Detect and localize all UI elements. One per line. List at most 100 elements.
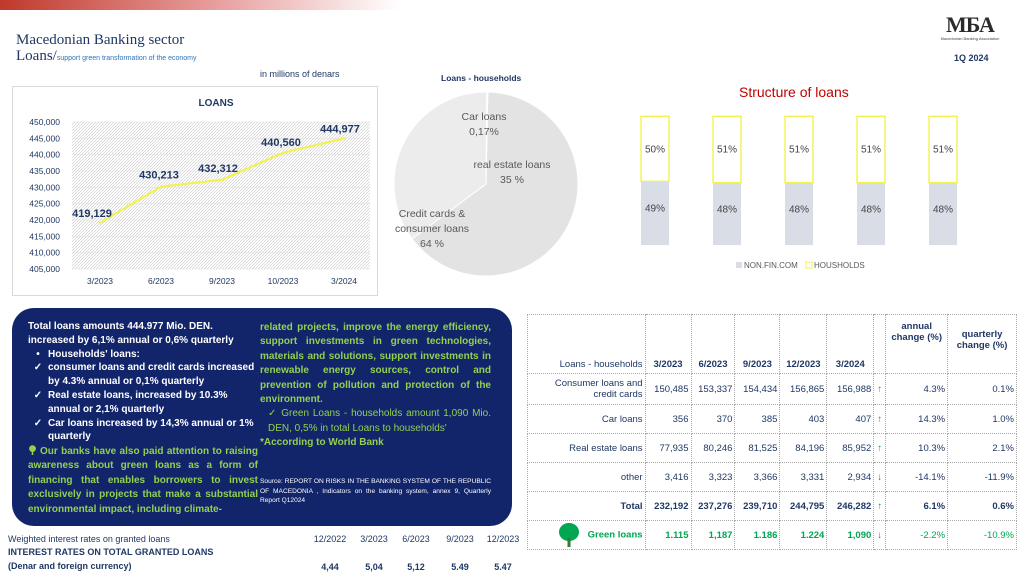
header-period: 12/2023 — [779, 314, 828, 374]
legend-swatch-nonfin — [736, 262, 742, 268]
bar-label-households: 51% — [861, 144, 881, 155]
pie-slice — [393, 91, 488, 240]
row-value: 1.186 — [734, 520, 781, 550]
data-label: 430,213 — [139, 170, 179, 182]
y-tick-label: 410,000 — [29, 248, 60, 258]
summary-lines: Total loans amounts 444.977 Mio. DEN. inc… — [28, 320, 260, 444]
y-tick-label: 415,000 — [29, 231, 60, 241]
green-loans-text-left: Our banks have also paid attention to ra… — [28, 445, 258, 517]
rate-value: 5.49 — [451, 562, 469, 572]
row-value: 156,988 — [826, 373, 875, 405]
legend-nonfin: NON.FIN.COM — [744, 261, 798, 270]
row-value: 3,323 — [690, 462, 736, 492]
bar-nonfin — [785, 182, 813, 245]
row-annual: 6.1% — [885, 491, 949, 521]
row-value: 237,276 — [690, 491, 736, 521]
rates-label-weighted: Weighted interest rates on granted loans — [8, 534, 170, 544]
row-value: 3,331 — [779, 462, 828, 492]
summary-panel — [12, 308, 512, 526]
row-annual: 14.3% — [885, 404, 949, 434]
tree-icon — [558, 523, 580, 547]
arrow-up-icon: ↑ — [873, 373, 887, 405]
table-row: other 3,416 3,323 3,366 3,331 2,934 ↓ -14.1% -11… — [527, 462, 1017, 492]
check-icon: ✓ — [33, 389, 43, 401]
households-pie-chart: Credit cards & consumer loans 64 % real est… — [393, 91, 579, 277]
row-value: 1,090 — [826, 520, 875, 550]
row-value: 385 — [734, 404, 781, 434]
pie-label: 35 % — [500, 174, 524, 186]
rate-value: 4,44 — [321, 562, 339, 572]
green-left-text: Our banks have also paid attention to ra… — [28, 446, 258, 515]
row-value: 153,337 — [690, 373, 736, 405]
legend-households: HOUSHOLDS — [814, 261, 865, 270]
rates-label-total: INTEREST RATES ON TOTAL GRANTED LOANS — [8, 547, 214, 557]
summary-line: Total loans amounts 444.977 Mio. DEN. — [28, 320, 260, 334]
row-value: 85,952 — [826, 433, 875, 463]
table-row: Car loans 356 370 385 403 407 ↑ 14.3% 1.0% — [527, 404, 1017, 434]
pie-label: Credit cards & — [399, 208, 466, 220]
bar-label-nonfin: 48% — [717, 205, 737, 216]
row-value: 1,187 — [690, 520, 736, 550]
data-label: 419,129 — [72, 208, 112, 220]
rate-value: 5,04 — [365, 562, 383, 572]
summary-line-text: Real estate loans, increased by 10.3% — [48, 389, 228, 401]
bar-households — [640, 115, 670, 183]
structure-chart-title: Structure of loans — [739, 84, 849, 100]
summary-line-text: Total loans amounts 444.977 Mio. DEN. — [28, 321, 213, 332]
households-loans-table: Loans - households 3/2023 6/2023 9/2023 12/2… — [527, 314, 1017, 550]
row-quarterly: 1.0% — [947, 404, 1017, 434]
header-period: 3/2023 — [644, 314, 692, 374]
top-accent-bar — [0, 0, 400, 10]
row-value: 407 — [826, 404, 875, 434]
page-subtitle: Loans/support green transformation of th… — [16, 48, 197, 65]
row-value: 80,246 — [690, 433, 736, 463]
logo-mark: МБА — [946, 12, 995, 37]
row-quarterly: -11.9% — [947, 462, 1017, 492]
summary-line-text: consumer loans and credit cards increase… — [48, 362, 255, 374]
bar-label-households: 50% — [645, 144, 665, 155]
structure-bar-chart: 49% 50% 48% 51% 48% 51% 48% 51% 48% 51% NON.FIN.C… — [640, 115, 958, 270]
rate-value: 5,12 — [407, 562, 425, 572]
bar-label-nonfin: 48% — [861, 205, 881, 216]
x-tick-label: 6/2023 — [148, 276, 174, 286]
bar-label-nonfin: 48% — [789, 205, 809, 216]
row-value: 150,485 — [644, 373, 692, 405]
bar-nonfin — [641, 181, 669, 245]
logo-caption: Macedonian Banking Association — [940, 36, 1000, 41]
summary-line: annual or 2,1% quarterly — [28, 403, 260, 417]
summary-line-text: by 4.3% annual or 0,1% quarterly — [48, 376, 205, 388]
row-annual: -2.2% — [885, 520, 949, 550]
row-value: 356 — [644, 404, 692, 434]
y-tick-label: 435,000 — [29, 166, 60, 176]
row-annual: 4.3% — [885, 373, 949, 405]
subtitle-main: Loans/ — [16, 48, 57, 64]
period-label: 1Q 2024 — [954, 53, 989, 63]
arrow-down-icon: ↓ — [873, 520, 887, 550]
summary-line-text: quarterly — [48, 431, 91, 443]
summary-line-text: increased by 6,1% annual or 0,6% quarter… — [28, 334, 234, 346]
data-label: 440,560 — [261, 137, 301, 149]
table-row: Green loans 1.115 1,187 1.186 1.224 1,090 ↓ -2.… — [527, 520, 1017, 550]
pie-label: real estate loans — [473, 159, 550, 171]
line-chart-title: LOANS — [199, 98, 234, 109]
households-pie-label: Loans - households — [441, 73, 522, 83]
green-check-text: Green Loans - households amount 1,090 Mi… — [268, 408, 491, 434]
x-tick-label: 9/2023 — [209, 276, 235, 286]
y-tick-label: 405,000 — [29, 264, 60, 274]
row-quarterly: -10.9% — [947, 520, 1017, 550]
arrow-up-icon: ↑ — [873, 491, 887, 521]
summary-line: ✓ Car loans increased by 14,3% annual or … — [28, 417, 260, 431]
row-quarterly: 0.6% — [947, 491, 1017, 521]
bar-label-households: 51% — [717, 144, 737, 155]
summary-line: increased by 6,1% annual or 0,6% quarter… — [28, 334, 260, 348]
row-value: 77,935 — [644, 433, 692, 463]
pie-label: Car loans — [462, 111, 507, 123]
bar-households — [928, 115, 958, 184]
subtitle-note: support green transformation of the econ… — [56, 55, 197, 62]
row-value: 154,434 — [734, 373, 781, 405]
bar-households — [784, 115, 814, 184]
y-tick-label: 425,000 — [29, 199, 60, 209]
row-label: Consumer loans and credit cards — [527, 373, 646, 405]
header-period: 3/2024 — [826, 314, 875, 374]
row-value: 239,710 — [734, 491, 781, 521]
